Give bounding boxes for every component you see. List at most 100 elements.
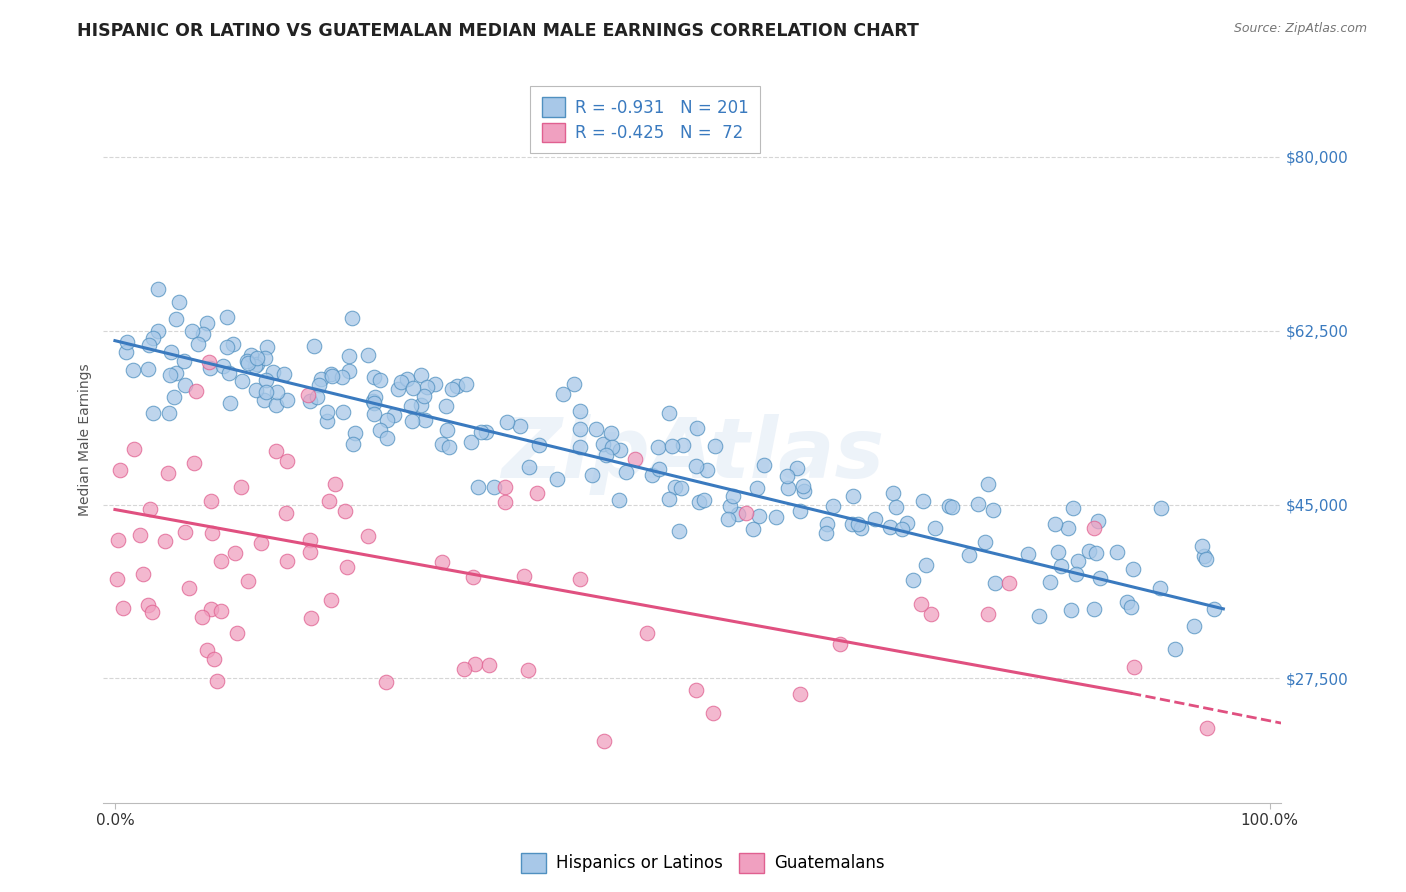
Point bbox=[1119, 600, 1142, 615]
Point bbox=[467, 479, 489, 493]
Point bbox=[1047, 545, 1070, 559]
Point bbox=[218, 366, 240, 380]
Point bbox=[841, 489, 863, 503]
Point bbox=[340, 311, 363, 326]
Point bbox=[896, 516, 918, 530]
Point bbox=[1150, 500, 1173, 515]
Point bbox=[1192, 549, 1215, 563]
Point bbox=[984, 576, 1007, 591]
Point bbox=[364, 390, 387, 404]
Point bbox=[1195, 552, 1218, 566]
Point bbox=[742, 522, 765, 536]
Point bbox=[973, 535, 995, 549]
Point bbox=[297, 388, 319, 402]
Point bbox=[1084, 546, 1107, 560]
Point bbox=[254, 351, 277, 366]
Point bbox=[1060, 603, 1083, 617]
Point bbox=[1083, 521, 1105, 535]
Point bbox=[159, 345, 181, 359]
Point bbox=[1202, 602, 1225, 616]
Point bbox=[509, 419, 531, 434]
Point bbox=[245, 384, 267, 398]
Point bbox=[789, 687, 811, 701]
Point bbox=[142, 406, 165, 420]
Point bbox=[209, 604, 232, 618]
Point bbox=[219, 396, 242, 410]
Point bbox=[401, 414, 423, 428]
Point bbox=[141, 606, 163, 620]
Point bbox=[453, 662, 475, 676]
Point bbox=[703, 439, 725, 453]
Point bbox=[1028, 609, 1050, 624]
Point bbox=[516, 663, 538, 677]
Point bbox=[595, 449, 617, 463]
Point bbox=[215, 340, 238, 354]
Point bbox=[823, 499, 845, 513]
Point bbox=[470, 425, 492, 440]
Point bbox=[668, 524, 690, 538]
Point bbox=[484, 480, 506, 494]
Point bbox=[941, 500, 963, 514]
Point bbox=[333, 504, 356, 518]
Point bbox=[173, 354, 195, 368]
Legend: Hispanics or Latinos, Guatemalans: Hispanics or Latinos, Guatemalans bbox=[515, 847, 891, 880]
Point bbox=[165, 366, 187, 380]
Point bbox=[891, 523, 914, 537]
Point bbox=[693, 493, 716, 508]
Point bbox=[495, 415, 517, 429]
Point bbox=[174, 524, 197, 539]
Point bbox=[966, 497, 988, 511]
Point bbox=[387, 382, 409, 396]
Legend: R = -0.931   N = 201, R = -0.425   N =  72: R = -0.931 N = 201, R = -0.425 N = 72 bbox=[530, 86, 761, 153]
Point bbox=[879, 519, 901, 533]
Point bbox=[254, 384, 277, 399]
Point bbox=[107, 533, 129, 547]
Point bbox=[167, 294, 190, 309]
Point bbox=[318, 493, 340, 508]
Point bbox=[238, 356, 260, 370]
Point bbox=[375, 675, 398, 690]
Point bbox=[647, 440, 669, 454]
Point bbox=[568, 440, 591, 454]
Point bbox=[389, 375, 412, 389]
Point bbox=[177, 581, 200, 595]
Point bbox=[238, 574, 260, 589]
Point bbox=[599, 425, 621, 440]
Point bbox=[727, 508, 749, 522]
Point bbox=[375, 412, 398, 426]
Point bbox=[1182, 619, 1205, 633]
Point bbox=[191, 327, 214, 342]
Point bbox=[846, 516, 869, 531]
Point bbox=[938, 500, 960, 514]
Point bbox=[162, 390, 184, 404]
Point bbox=[411, 368, 433, 382]
Y-axis label: Median Male Earnings: Median Male Earnings bbox=[79, 364, 93, 516]
Point bbox=[446, 379, 468, 393]
Point bbox=[183, 456, 205, 470]
Point bbox=[776, 481, 799, 495]
Point bbox=[793, 484, 815, 499]
Point bbox=[658, 492, 681, 507]
Point bbox=[332, 405, 354, 419]
Point bbox=[274, 507, 297, 521]
Point bbox=[1057, 521, 1080, 535]
Point bbox=[264, 443, 287, 458]
Point bbox=[382, 409, 405, 423]
Point bbox=[415, 412, 437, 426]
Point bbox=[901, 574, 924, 588]
Point bbox=[415, 379, 437, 393]
Point bbox=[915, 558, 938, 572]
Point bbox=[396, 372, 419, 386]
Point bbox=[776, 469, 799, 483]
Point bbox=[702, 706, 724, 721]
Point bbox=[661, 439, 683, 453]
Point bbox=[1067, 554, 1090, 568]
Point bbox=[685, 682, 707, 697]
Point bbox=[912, 493, 935, 508]
Point bbox=[585, 422, 607, 436]
Point bbox=[146, 324, 169, 338]
Point bbox=[717, 512, 740, 526]
Point bbox=[494, 480, 516, 494]
Point bbox=[884, 500, 907, 514]
Point bbox=[841, 517, 863, 532]
